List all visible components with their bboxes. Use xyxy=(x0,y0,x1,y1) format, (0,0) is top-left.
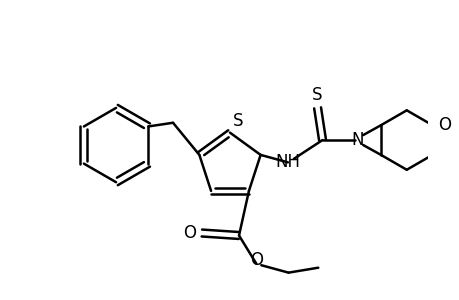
Text: S: S xyxy=(312,86,322,104)
Text: NH: NH xyxy=(275,153,300,171)
Text: O: O xyxy=(437,116,450,134)
Text: O: O xyxy=(183,224,196,242)
Text: N: N xyxy=(350,131,363,149)
Text: O: O xyxy=(249,251,262,269)
Text: S: S xyxy=(232,112,242,130)
